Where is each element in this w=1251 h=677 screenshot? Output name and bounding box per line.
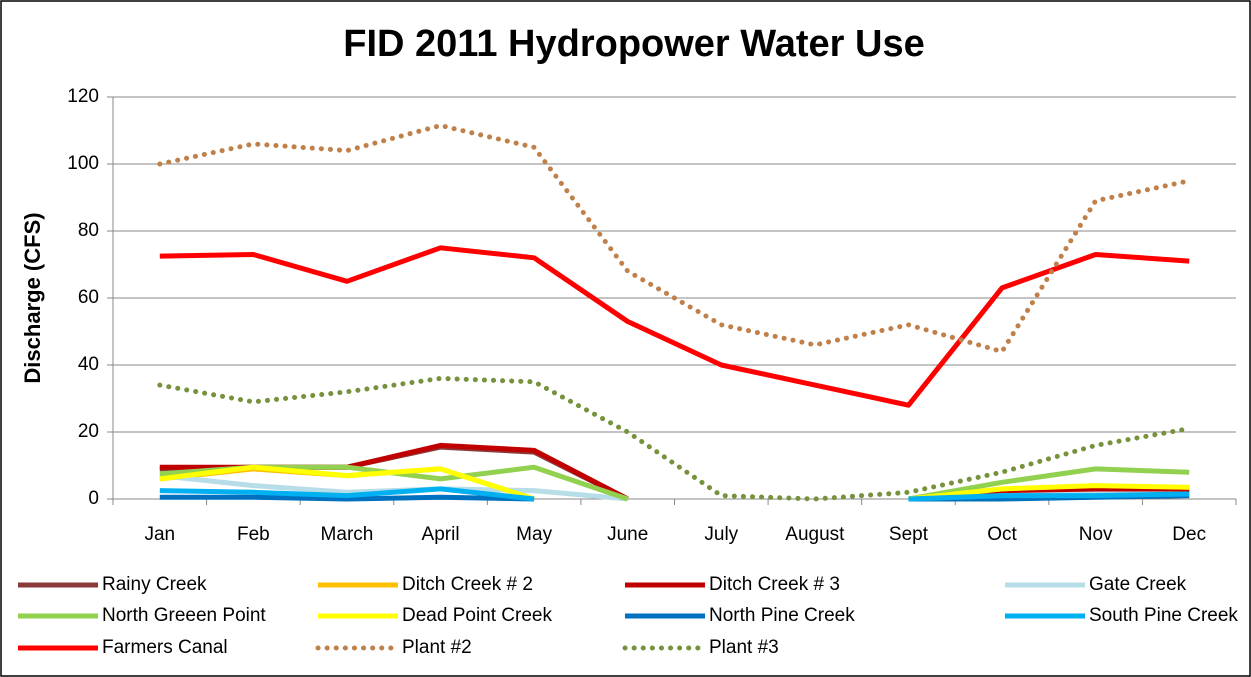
series-line — [159, 464, 1190, 502]
x-tick-label: July — [704, 524, 738, 545]
x-tick-label: Oct — [987, 524, 1017, 545]
series-line — [159, 245, 1190, 408]
y-tick-label: 60 — [78, 287, 99, 308]
x-tick-label: Dec — [1172, 524, 1206, 545]
x-tick-label: Jan — [144, 524, 175, 545]
legend-label: Plant #2 — [402, 637, 472, 658]
y-tick-label: 100 — [67, 153, 99, 174]
legend-label: Ditch Creek # 3 — [709, 574, 840, 595]
x-tick-label: Sept — [889, 524, 929, 545]
y-tick-label: 20 — [78, 421, 99, 442]
x-tick-label: Nov — [1079, 524, 1113, 545]
legend-label: Gate Creek — [1089, 574, 1187, 595]
legend-label: North Greeen Point — [102, 605, 266, 626]
x-tick-label: August — [785, 524, 845, 545]
series-line — [157, 122, 1192, 355]
x-tick-label: March — [321, 524, 374, 545]
y-tick-label: 80 — [78, 220, 99, 241]
legend-label: South Pine Creek — [1089, 605, 1238, 626]
legend-label: Ditch Creek # 2 — [402, 574, 533, 595]
x-tick-label: Feb — [237, 524, 270, 545]
legend-label: Farmers Canal — [102, 637, 228, 658]
y-axis-label: Discharge (CFS) — [20, 212, 45, 383]
chart-title: FID 2011 Hydropower Water Use — [343, 23, 924, 65]
legend-label: Rainy Creek — [102, 574, 207, 595]
x-tick-label: June — [607, 524, 648, 545]
legend-label: Dead Point Creek — [402, 605, 552, 626]
x-tick-label: May — [516, 524, 552, 545]
x-tick-label: April — [422, 524, 460, 545]
y-tick-label: 120 — [67, 86, 99, 107]
legend-label: North Pine Creek — [709, 605, 855, 626]
y-tick-label: 0 — [88, 488, 99, 509]
series-line — [159, 486, 1190, 502]
series-line — [157, 375, 1192, 502]
legend-label: Plant #3 — [709, 637, 779, 658]
y-tick-label: 40 — [78, 354, 99, 375]
